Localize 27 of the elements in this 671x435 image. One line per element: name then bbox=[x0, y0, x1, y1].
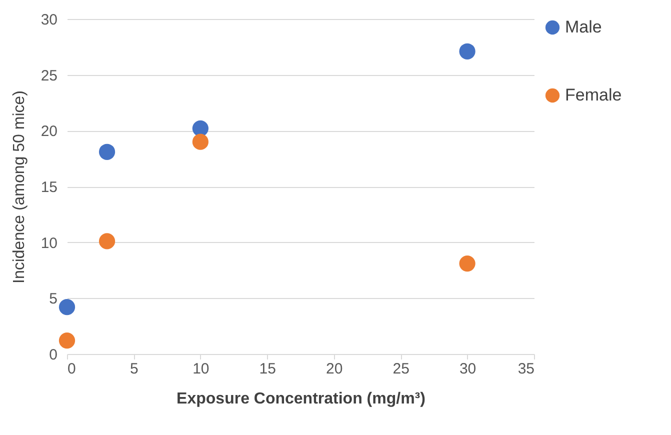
y-tick-label: 15 bbox=[40, 179, 58, 196]
y-tick-label: 0 bbox=[49, 346, 58, 364]
x-tick-label: 30 bbox=[459, 360, 476, 378]
y-tick-label: 5 bbox=[49, 290, 58, 308]
legend-label: Female bbox=[565, 86, 622, 104]
x-tick-label: 25 bbox=[392, 360, 410, 378]
y-tick-label: 30 bbox=[40, 12, 58, 28]
y-axis-title: Incidence (among 50 mice) bbox=[10, 90, 28, 284]
y-tick-label: 10 bbox=[40, 234, 58, 252]
point bbox=[192, 120, 208, 136]
point bbox=[58, 332, 76, 349]
x-tick-label: 0 bbox=[68, 360, 76, 378]
point bbox=[58, 299, 76, 316]
x-tick-label: 5 bbox=[130, 360, 138, 378]
point bbox=[98, 233, 116, 250]
x-tick-label: 20 bbox=[326, 360, 343, 378]
x-tick-label: 15 bbox=[259, 360, 276, 378]
point bbox=[192, 134, 208, 150]
point bbox=[98, 144, 116, 160]
x-tick-label: 10 bbox=[192, 360, 210, 378]
point bbox=[459, 43, 476, 60]
x-tick-label: 35 bbox=[518, 360, 534, 378]
legend-label: Male bbox=[565, 18, 602, 36]
x-axis-title: Exposure Concentration (mg/m³) bbox=[176, 390, 426, 408]
y-tick-label: 20 bbox=[40, 123, 58, 140]
y-tick-label: 25 bbox=[40, 67, 58, 84]
point bbox=[459, 256, 476, 272]
